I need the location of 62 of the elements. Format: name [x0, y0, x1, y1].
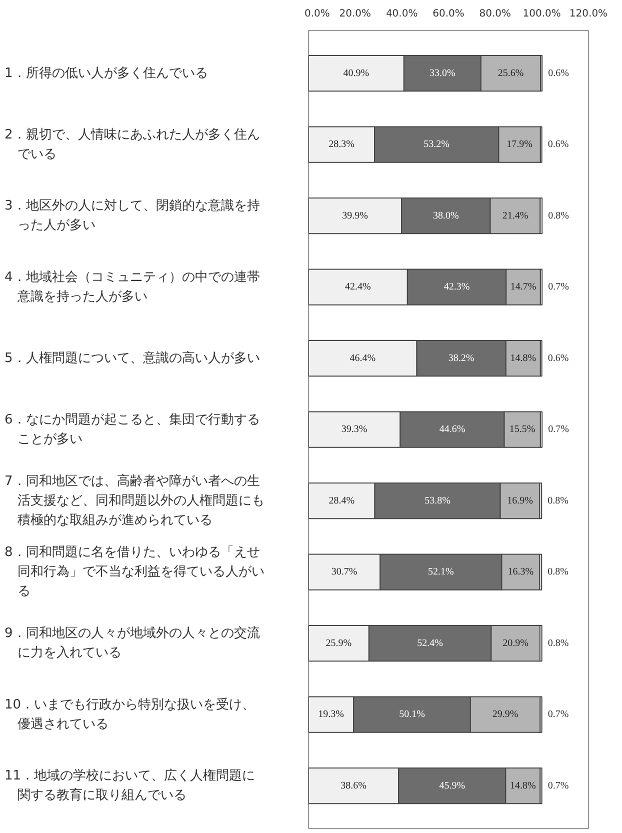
x-tick-label: 100.0%: [522, 8, 561, 20]
data-label: 17.9%: [506, 139, 532, 150]
data-label: 30.7%: [331, 566, 358, 578]
data-label: 0.6%: [548, 139, 569, 150]
data-label: 28.4%: [328, 495, 355, 506]
data-label: 25.6%: [498, 68, 524, 79]
y-tick-label: 11．地域の学校において、広く人権問題に関する教育に取り組んでいる: [4, 768, 256, 803]
data-label: 0.7%: [548, 282, 569, 292]
x-tick-label: 80.0%: [479, 8, 512, 20]
data-label: 38.2%: [448, 352, 474, 364]
data-label: 0.8%: [548, 210, 569, 222]
y-tick-label: 6．なにか問題が起こると、集団で行動することが多い: [4, 412, 260, 447]
data-label: 16.3%: [508, 566, 534, 578]
data-label: 52.1%: [428, 566, 454, 578]
data-label: 40.9%: [343, 68, 370, 79]
data-label: 46.4%: [350, 352, 376, 364]
data-label: 0.7%: [548, 709, 569, 720]
data-label: 39.3%: [341, 424, 368, 435]
y-tick-label: 8．同和問題に名を借りた、いわゆる「えせ同和行為」で不当な利益を得ている人がいる: [4, 545, 264, 599]
data-label: 0.8%: [548, 638, 569, 649]
data-label: 14.8%: [510, 352, 536, 364]
y-tick-label: 7．同和地区では、高齢者や障がい者への生活支援など、同和問題以外の人権問題にも積極的な取組みが進められている: [4, 472, 264, 528]
data-label: 29.9%: [492, 709, 518, 720]
x-tick-label: 40.0%: [386, 8, 418, 20]
x-tick-label: 60.0%: [432, 8, 464, 20]
data-label: 38.0%: [433, 210, 459, 222]
data-label: 39.9%: [342, 210, 368, 222]
y-tick-label: 2．親切で、人情味にあふれた人が多く住んでいる: [4, 127, 260, 162]
data-label: 19.3%: [318, 709, 344, 720]
data-label: 14.7%: [510, 282, 536, 292]
y-tick-label: 9．同和地区の人々が地域外の人々との交流に力を入れている: [4, 625, 260, 660]
data-label: 50.1%: [399, 709, 425, 720]
data-label: 45.9%: [439, 780, 466, 792]
x-tick-label: 20.0%: [339, 8, 372, 20]
data-label: 53.2%: [424, 139, 450, 150]
y-tick-label: 1．所得の低い人が多く住んでいる: [4, 66, 208, 81]
data-label: 53.8%: [424, 495, 450, 506]
data-label: 44.6%: [439, 424, 466, 435]
data-label: 0.7%: [548, 424, 569, 435]
data-label: 42.4%: [345, 282, 371, 292]
data-label: 14.8%: [510, 780, 536, 792]
data-label: 21.4%: [502, 210, 528, 222]
data-label: 38.6%: [340, 780, 366, 792]
data-label: 15.5%: [509, 424, 536, 435]
data-label: 0.6%: [548, 68, 569, 79]
y-tick-label: 4．地域社会（コミュニティ）の中での連帯意識を持った人が多い: [4, 270, 260, 304]
data-label: 25.9%: [326, 638, 352, 649]
x-tick-label: 0.0%: [304, 8, 330, 20]
data-label: 33.0%: [430, 68, 456, 79]
data-label: 42.3%: [444, 282, 470, 292]
data-label: 20.9%: [502, 638, 529, 649]
data-label: 0.7%: [548, 780, 569, 792]
data-label: 0.6%: [548, 352, 569, 364]
data-label: 0.8%: [548, 566, 568, 578]
y-tick-label: 10．いまでも行政から特別な扱いを受け、優遇されている: [4, 697, 256, 732]
data-label: 16.9%: [507, 495, 533, 506]
data-label: 52.4%: [417, 638, 443, 649]
data-label: 0.8%: [548, 495, 568, 506]
data-label: 28.3%: [328, 139, 354, 150]
y-tick-label: 5．人権問題について、意識の高い人が多い: [4, 350, 260, 366]
x-tick-label: 120.0%: [569, 8, 608, 20]
y-tick-label: 3．地区外の人に対して、閉鎖的な意識を持った人が多い: [4, 198, 260, 233]
